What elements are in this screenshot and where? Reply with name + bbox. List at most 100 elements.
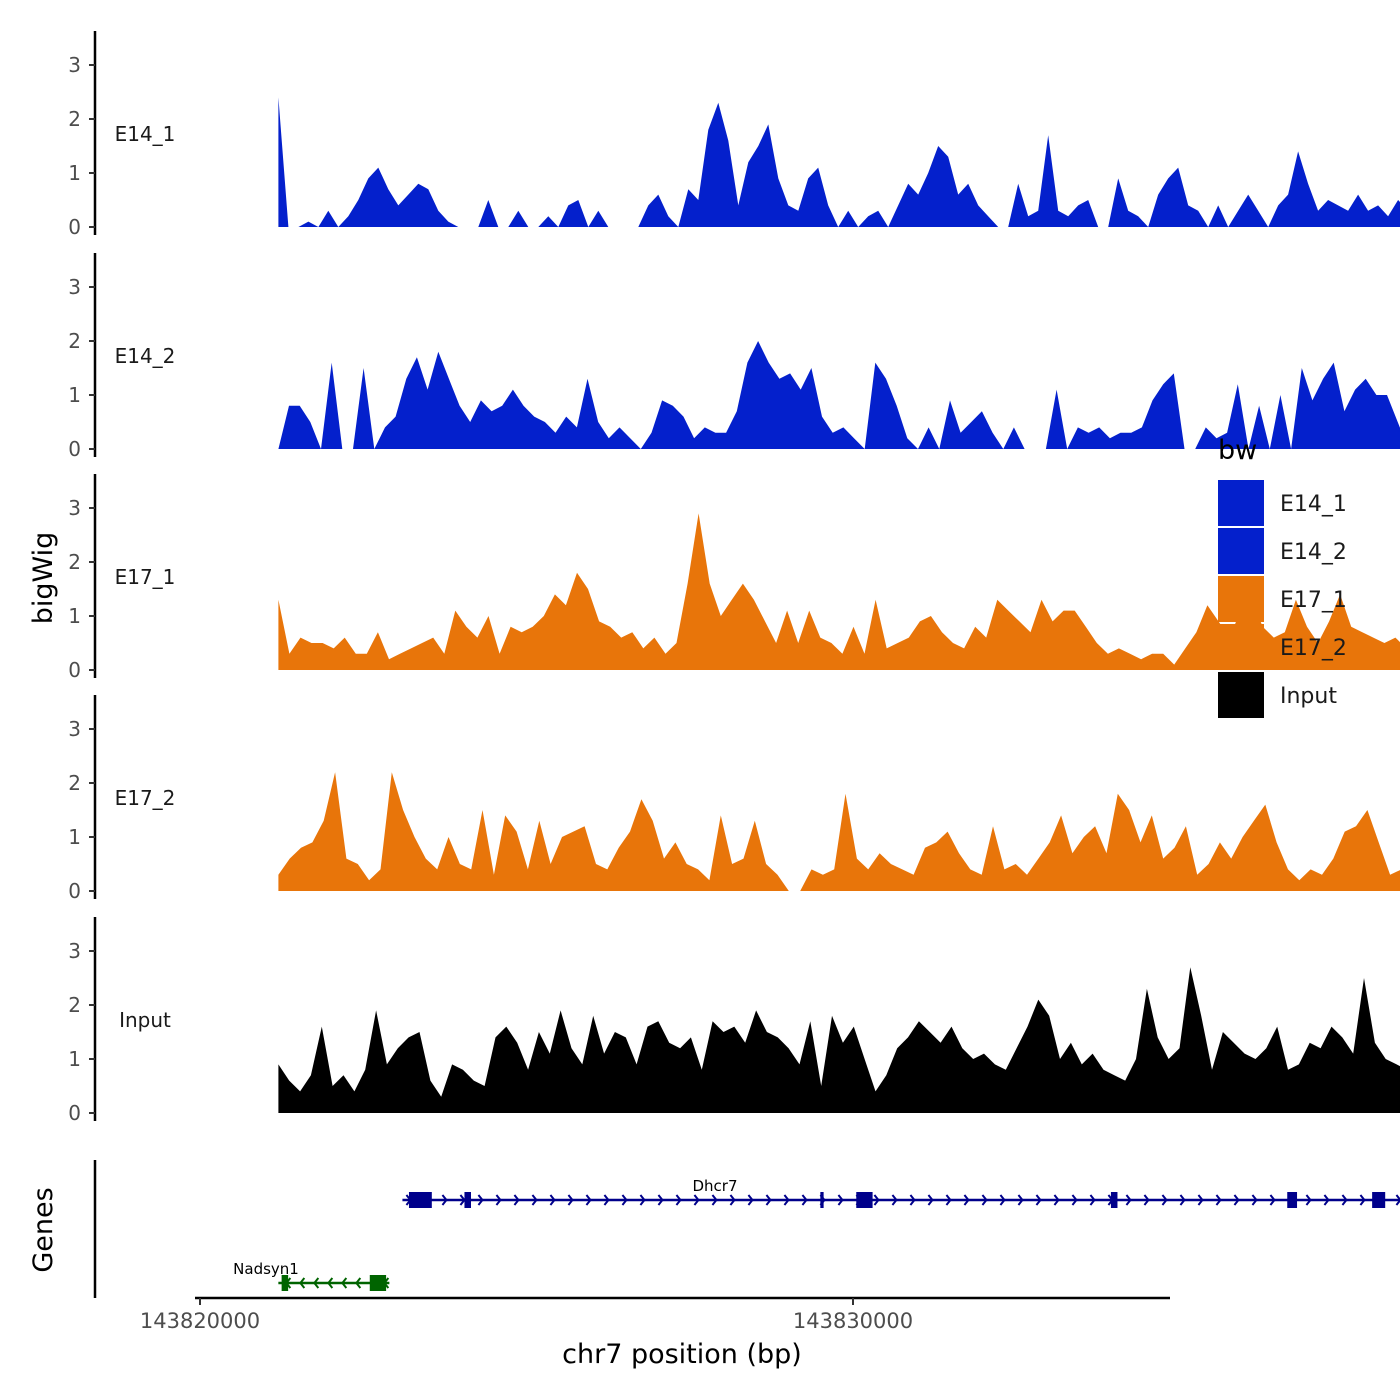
legend-label: E14_1 <box>1280 492 1347 517</box>
y-tick-label: 2 <box>68 771 81 795</box>
x-axis-title: chr7 position (bp) <box>562 1339 802 1370</box>
strand-chevron <box>477 1194 484 1206</box>
y-tick-label: 1 <box>68 604 81 628</box>
gene-exon <box>464 1192 471 1208</box>
strand-chevron <box>765 1194 772 1206</box>
track-label: E14_1 <box>115 122 176 146</box>
track-label: E17_2 <box>115 786 176 810</box>
legend-key-E17_1 <box>1218 576 1264 622</box>
strand-chevron <box>1395 1194 1400 1206</box>
gene-exon <box>1110 1192 1118 1208</box>
y-tick-label: 2 <box>68 550 81 574</box>
signal-area-E14_1 <box>278 97 1400 227</box>
y-tick-label: 3 <box>68 496 81 520</box>
strand-chevron <box>981 1194 988 1206</box>
strand-chevron <box>1215 1194 1222 1206</box>
gene-Nadsyn1: Nadsyn1 <box>233 1260 390 1291</box>
strand-chevron <box>1341 1194 1348 1206</box>
signal-area-Input <box>278 967 1400 1113</box>
legend-title: bw <box>1218 435 1257 466</box>
track-label: E14_2 <box>115 344 176 368</box>
strand-chevron <box>513 1194 520 1206</box>
strand-chevron <box>355 1277 362 1289</box>
x-tick-label: 143830000 <box>793 1309 913 1333</box>
strand-chevron <box>963 1194 970 1206</box>
y-axis-title: bigWig <box>28 532 59 625</box>
strand-chevron <box>693 1194 700 1206</box>
strand-chevron <box>313 1277 320 1289</box>
strand-chevron <box>1323 1194 1330 1206</box>
legend-label: E14_2 <box>1280 540 1347 565</box>
legend-key-E14_2 <box>1218 528 1264 574</box>
strand-chevron <box>873 1194 880 1206</box>
signal-tracks: 0 1 2 3 E14_1 0 1 2 3 E14_2 0 1 2 3 E17_1 0 1 2 3 E17_2 0 1 2 3… <box>68 31 1400 1125</box>
strand-chevron <box>1269 1194 1276 1206</box>
track-E17_2: 0 1 2 3 E17_2 <box>68 695 1400 903</box>
strand-chevron <box>801 1194 808 1206</box>
track-Input: 0 1 2 3 Input <box>68 917 1400 1125</box>
y-tick-label: 1 <box>68 383 81 407</box>
strand-chevron <box>549 1194 556 1206</box>
legend-key-E17_2 <box>1218 624 1264 670</box>
strand-chevron <box>1125 1194 1132 1206</box>
strand-chevron <box>783 1194 790 1206</box>
legend-key-E14_1 <box>1218 480 1264 526</box>
gene-Dhcr7: Dhcr7 <box>402 1177 1400 1208</box>
strand-chevron <box>1017 1194 1024 1206</box>
gene-track: Dhcr7 Nadsyn1 <box>93 1160 1400 1298</box>
strand-chevron <box>621 1194 628 1206</box>
gene-label: Nadsyn1 <box>233 1260 299 1278</box>
strand-chevron <box>1305 1194 1312 1206</box>
y-tick-label: 0 <box>68 879 81 903</box>
strand-chevron <box>639 1194 646 1206</box>
strand-chevron <box>1233 1194 1240 1206</box>
genes-axis-title: Genes <box>28 1187 59 1272</box>
x-tick-label: 143820000 <box>140 1309 260 1333</box>
strand-chevron <box>459 1194 466 1206</box>
strand-chevron <box>675 1194 682 1206</box>
strand-chevron <box>603 1194 610 1206</box>
y-tick-label: 2 <box>68 107 81 131</box>
legend-label: E17_1 <box>1280 588 1347 613</box>
gene-exon <box>820 1192 824 1208</box>
strand-chevron <box>837 1194 844 1206</box>
strand-chevron <box>1035 1194 1042 1206</box>
legend-key-Input <box>1218 672 1264 718</box>
strand-chevron <box>1089 1194 1096 1206</box>
strand-chevron <box>567 1194 574 1206</box>
strand-chevron <box>531 1194 538 1206</box>
y-tick-label: 0 <box>68 437 81 461</box>
track-E14_2: 0 1 2 3 E14_2 <box>68 253 1400 461</box>
gene-exon <box>1287 1192 1298 1208</box>
signal-area-E17_1 <box>278 513 1400 670</box>
y-tick-label: 3 <box>68 275 81 299</box>
gene-exon <box>1372 1192 1386 1208</box>
x-axis: 143820000143830000143840000 <box>140 1296 1170 1333</box>
y-tick-label: 1 <box>68 825 81 849</box>
strand-chevron <box>585 1194 592 1206</box>
strand-chevron <box>441 1194 448 1206</box>
y-tick-label: 3 <box>68 53 81 77</box>
legend: bw E14_1 E14_2 E17_1 E17_2 Input <box>1218 435 1347 718</box>
y-tick-label: 1 <box>68 161 81 185</box>
legend-label: Input <box>1280 684 1337 709</box>
legend-label: E17_2 <box>1280 636 1347 661</box>
strand-chevron <box>999 1194 1006 1206</box>
gene-exon <box>856 1192 873 1208</box>
strand-chevron <box>927 1194 934 1206</box>
y-tick-label: 2 <box>68 329 81 353</box>
y-tick-label: 2 <box>68 993 81 1017</box>
gene-label: Dhcr7 <box>692 1177 737 1195</box>
strand-chevron <box>657 1194 664 1206</box>
strand-chevron <box>891 1194 898 1206</box>
strand-chevron <box>1359 1194 1366 1206</box>
y-tick-label: 3 <box>68 939 81 963</box>
signal-area-E17_2 <box>278 772 1400 891</box>
strand-chevron <box>1197 1194 1204 1206</box>
strand-chevron <box>1251 1194 1258 1206</box>
strand-chevron <box>1053 1194 1060 1206</box>
strand-chevron <box>729 1194 736 1206</box>
signal-area-E14_2 <box>278 341 1400 449</box>
gene-exon <box>408 1192 432 1208</box>
